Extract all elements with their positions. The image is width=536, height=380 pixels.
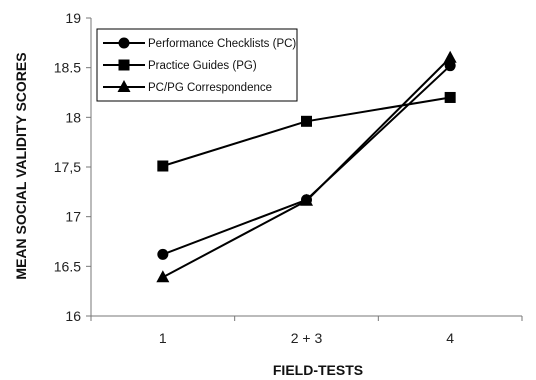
legend-label: Practice Guides (PG) [148,60,257,72]
x-tick-label: 1 [159,330,167,346]
data-point [301,116,312,127]
y-tick-label: 17 [65,209,81,225]
legend-item: Practice Guides (PG) [103,60,257,73]
y-tick-label: 18.5 [54,60,81,76]
y-axis-ticks: 16 16.5 17 17,5 18 18.5 19 [54,10,91,324]
data-point [157,161,168,172]
series-line [163,97,450,166]
y-axis-title: MEAN SOCIAL VALIDITY SCORES [13,52,29,279]
y-tick-label: 16.5 [54,258,81,274]
legend-marker [119,60,130,71]
x-axis-ticks: 1 2 + 3 4 [91,316,522,346]
legend: Performance Checklists (PC) Practice Guid… [97,29,297,101]
data-point [157,249,168,260]
y-tick-label: 19 [65,10,81,26]
legend-label: PC/PG Correspondence [148,82,272,94]
x-axis-title: FIELD-TESTS [273,362,363,378]
y-tick-label: 18 [65,109,81,125]
y-tick-label: 17,5 [54,159,81,175]
x-tick-label: 2 + 3 [291,330,323,346]
legend-marker [119,38,130,49]
data-point [156,270,169,282]
legend-label: Performance Checklists (PC) [148,38,296,50]
data-point [445,92,456,103]
y-tick-label: 16 [65,308,81,324]
series-square [157,92,455,172]
x-tick-label: 4 [446,330,454,346]
data-point [444,51,457,63]
